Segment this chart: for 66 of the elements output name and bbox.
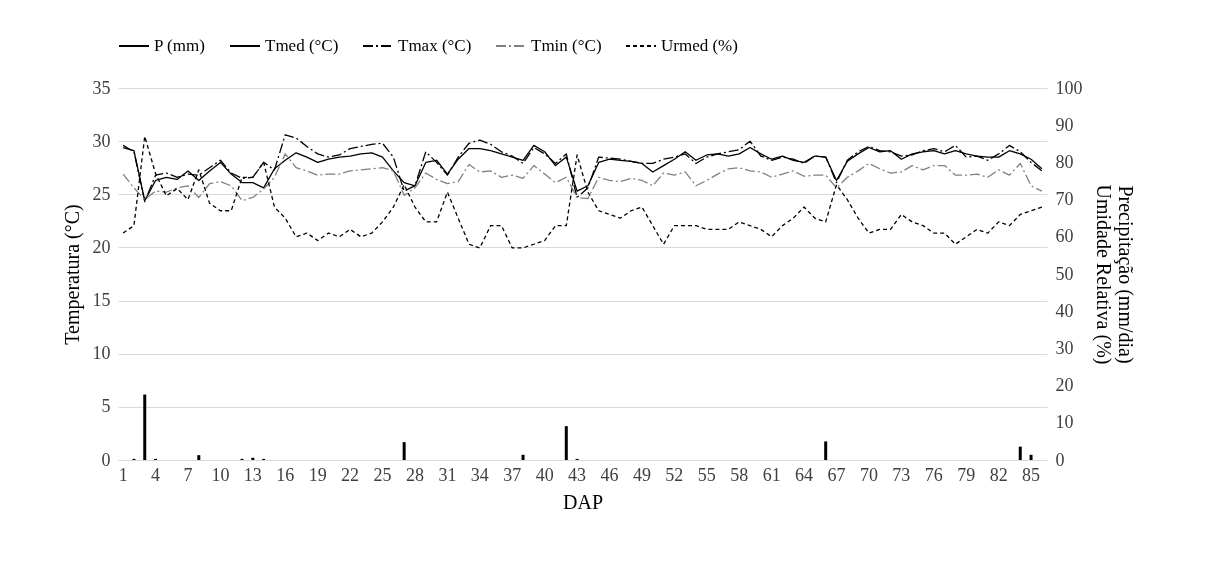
y-tick-label: 15 bbox=[92, 290, 111, 311]
x-tick-label: 61 bbox=[762, 464, 781, 485]
legend-label: P (mm) bbox=[154, 36, 205, 55]
bar bbox=[564, 426, 568, 460]
y-tick-label: 20 bbox=[92, 236, 111, 257]
legend-label: Urmed (%) bbox=[661, 36, 738, 55]
x-tick-label: 37 bbox=[503, 464, 522, 485]
y2-tick-label: 70 bbox=[1055, 189, 1074, 210]
x-tick-label: 31 bbox=[438, 464, 457, 485]
y2-tick-label: 10 bbox=[1055, 412, 1074, 433]
y2-tick-label: 100 bbox=[1055, 77, 1083, 98]
x-tick-label: 10 bbox=[211, 464, 230, 485]
x-tick-label: 70 bbox=[859, 464, 878, 485]
y2-tick-label: 20 bbox=[1055, 375, 1074, 396]
y2-tick-label: 30 bbox=[1055, 337, 1074, 358]
x-tick-label: 73 bbox=[892, 464, 911, 485]
x-tick-label: 19 bbox=[308, 464, 327, 485]
x-tick-label: 79 bbox=[957, 464, 976, 485]
y-tick-label: 5 bbox=[101, 396, 111, 417]
legend-label: Tmed (°C) bbox=[265, 36, 339, 55]
bar bbox=[521, 454, 525, 460]
x-tick-label: 34 bbox=[470, 464, 489, 485]
x-tick-label: 13 bbox=[243, 464, 262, 485]
y-axis-title: Temperatura (°C) bbox=[60, 204, 84, 345]
y2-tick-label: 50 bbox=[1055, 263, 1074, 284]
x-tick-label: 82 bbox=[989, 464, 1008, 485]
y-tick-label: 35 bbox=[92, 77, 111, 98]
y2-axis-title: Precipitação (mm/dia) Umidade Relativa (%) bbox=[1091, 184, 1137, 365]
x-tick-label: 55 bbox=[697, 464, 716, 485]
line-series bbox=[122, 135, 1043, 249]
bar bbox=[1018, 446, 1022, 460]
x-tick-label: 1 bbox=[118, 464, 128, 485]
y2-tick-label: 90 bbox=[1055, 114, 1074, 135]
y2-tick-label: 60 bbox=[1055, 226, 1074, 247]
x-tick-label: 49 bbox=[632, 464, 651, 485]
x-tick-label: 28 bbox=[405, 464, 424, 485]
x-tick-label: 40 bbox=[535, 464, 554, 485]
y-tick-label: 30 bbox=[92, 130, 111, 151]
bar bbox=[143, 394, 147, 460]
x-tick-label: 76 bbox=[924, 464, 943, 485]
x-tick-label: 22 bbox=[341, 464, 360, 485]
y2-tick-label: 40 bbox=[1055, 300, 1074, 321]
x-axis-title: DAP bbox=[562, 490, 604, 513]
x-tick-label: 52 bbox=[665, 464, 684, 485]
x-tick-label: 7 bbox=[183, 464, 193, 485]
bar bbox=[824, 441, 828, 460]
x-tick-label: 46 bbox=[600, 464, 619, 485]
bar bbox=[402, 442, 406, 460]
legend-label: Tmax (°C) bbox=[398, 36, 472, 55]
y-tick-label: 0 bbox=[101, 449, 111, 470]
x-tick-label: 4 bbox=[151, 464, 161, 485]
y2-tick-label: 0 bbox=[1055, 449, 1065, 470]
x-tick-label: 25 bbox=[373, 464, 392, 485]
x-tick-label: 16 bbox=[276, 464, 295, 485]
y-tick-label: 10 bbox=[92, 343, 111, 364]
y2-tick-label: 80 bbox=[1055, 151, 1074, 172]
x-tick-label: 58 bbox=[730, 464, 749, 485]
x-tick-label: 85 bbox=[1022, 464, 1041, 485]
bar bbox=[1029, 454, 1033, 460]
x-tick-label: 67 bbox=[827, 464, 846, 485]
bar bbox=[197, 455, 201, 460]
line-series bbox=[122, 153, 1043, 202]
legend-label: Tmin (°C) bbox=[531, 36, 602, 55]
x-tick-label: 43 bbox=[568, 464, 587, 485]
y-tick-label: 25 bbox=[92, 183, 111, 204]
x-tick-label: 64 bbox=[795, 464, 814, 485]
